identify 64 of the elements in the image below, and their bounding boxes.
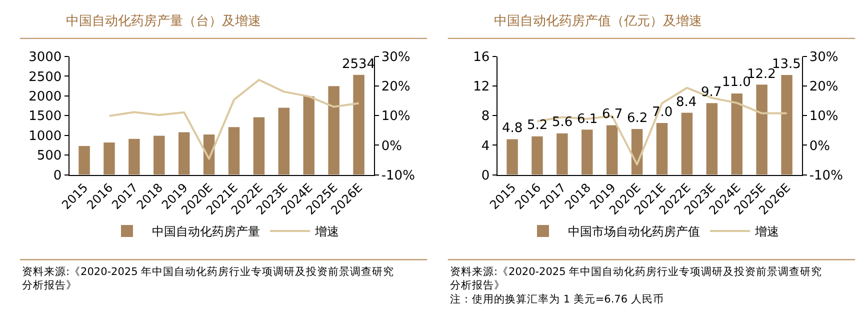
chart-title: 中国自动化药房产量（台）及增速: [66, 13, 261, 29]
bar: [303, 96, 314, 175]
bar: [253, 117, 265, 175]
bar: [706, 103, 718, 175]
bar: [506, 139, 518, 175]
bar: [353, 74, 364, 175]
chart-title: 中国自动化药房产值（亿元）及增速: [494, 13, 702, 29]
y-tick-label: 1000: [28, 128, 62, 144]
data-label: 2534: [342, 57, 376, 72]
bar: [278, 108, 290, 175]
bar: [606, 125, 618, 175]
y2-tick-label: 0%: [809, 138, 830, 154]
data-label: 5.6: [552, 115, 573, 130]
bar: [178, 132, 190, 175]
y-tick-label: 2000: [28, 89, 62, 104]
legend-label: 增速: [754, 224, 780, 239]
data-label: 9.7: [701, 85, 722, 100]
bar: [328, 86, 340, 175]
y-tick-label: 0: [53, 168, 62, 184]
y2-tick-label: 0%: [381, 138, 402, 154]
y-tick-label: 1500: [28, 109, 62, 124]
y2-tick-label: 30%: [381, 50, 410, 66]
y2-tick-label: -10%: [809, 168, 843, 184]
y2-tick-label: -10%: [381, 168, 415, 184]
y-tick-label: 12: [473, 80, 490, 95]
bar: [78, 146, 90, 175]
data-label: 6.7: [602, 107, 623, 122]
bar: [656, 123, 668, 175]
data-label: 5.2: [527, 118, 548, 133]
data-label: 4.8: [502, 121, 523, 136]
y-tick-label: 500: [36, 148, 62, 164]
y-tick-label: 4: [481, 138, 490, 154]
y-tick-label: 8: [481, 109, 490, 124]
bar: [556, 133, 568, 175]
bar: [681, 112, 693, 175]
y2-tick-label: 10%: [809, 109, 838, 124]
bar: [154, 136, 165, 175]
bar: [582, 130, 593, 175]
line-series: [108, 78, 360, 160]
data-label: 6.2: [627, 111, 648, 126]
y2-tick-label: 20%: [809, 80, 838, 95]
y-tick-label: 16: [473, 50, 490, 66]
y2-tick-label: 10%: [381, 109, 410, 124]
bar: [781, 75, 792, 175]
bar: [228, 127, 240, 175]
y-tick-label: 2500: [28, 70, 62, 85]
text: 资料来源:《2020-2025 年中国自动化药房行业专项调研及投资前景调查研究分析报告》: [22, 265, 394, 292]
legend-label: 中国市场自动化药房产值: [568, 224, 700, 239]
bar: [731, 93, 742, 175]
bar: [532, 136, 543, 175]
data-label: 7.0: [652, 105, 673, 120]
text: 资料来源:《2020-2025 年中国自动化药房行业专项调研及投资前景调查研究分析报告》: [450, 265, 822, 292]
bar: [128, 138, 140, 175]
legend-label: 增速: [314, 224, 340, 239]
y-tick-label: 3000: [28, 50, 62, 66]
data-label: 6.1: [577, 112, 598, 127]
y2-tick-label: 20%: [381, 80, 410, 95]
bar: [756, 84, 768, 175]
y2-tick-label: 30%: [809, 50, 838, 66]
data-label: 8.4: [676, 95, 697, 110]
bar: [104, 142, 115, 175]
y-tick-label: 0: [481, 168, 490, 184]
legend-label: 中国自动化药房产量: [152, 224, 260, 239]
text: 注：使用的换算汇率为 1 美元=6.76 人民币: [450, 292, 664, 306]
